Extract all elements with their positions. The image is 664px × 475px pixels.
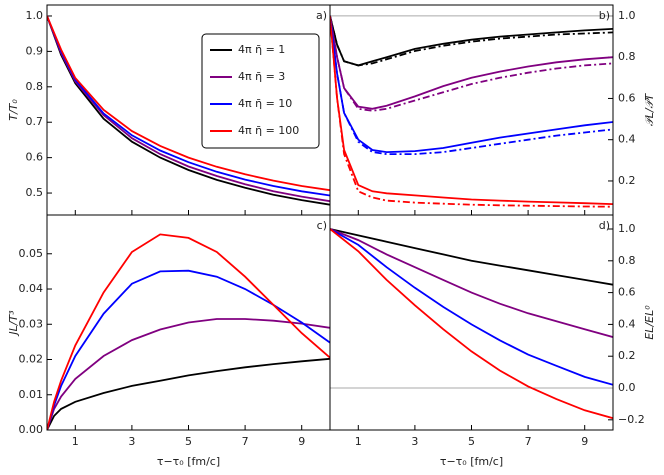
y-axis-label: EL/EL⁰ (643, 305, 656, 340)
panel-label: c) (317, 219, 327, 232)
data-line (330, 15, 613, 112)
y-tick-label: 0.01 (19, 388, 44, 401)
data-line (330, 15, 613, 205)
y-tick-label: 0.9 (26, 44, 44, 57)
legend-label: 4π η̄ = 100 (238, 124, 299, 137)
y-tick-label: 0.0 (618, 381, 636, 394)
panel-label: d) (599, 219, 610, 232)
data-line (47, 15, 330, 192)
data-line (47, 357, 330, 430)
data-line (47, 318, 330, 430)
y-axis-label: JL/T³ (7, 310, 20, 337)
data-line (47, 269, 330, 430)
y-tick-label: 0.8 (618, 50, 636, 63)
data-line (47, 233, 330, 430)
data-line (330, 15, 613, 67)
y-tick-label: 0.6 (618, 286, 636, 299)
data-line (330, 15, 613, 155)
y-tick-label: 0.8 (26, 80, 44, 93)
panel-label: a) (316, 9, 327, 22)
legend-label: 4π η̄ = 1 (238, 43, 285, 56)
x-tick-label: 9 (581, 435, 588, 448)
y-tick-label: 0.8 (618, 254, 636, 267)
y-tick-label: 0.04 (19, 282, 44, 295)
y-tick-label: 0.7 (26, 115, 44, 128)
x-tick-label: 3 (128, 435, 135, 448)
data-line (330, 228, 613, 386)
x-tick-label: 7 (242, 435, 249, 448)
y-axis-label: 𝒫L/𝒫T (643, 93, 656, 127)
data-line (330, 15, 613, 154)
y-tick-label: 1.0 (618, 222, 636, 235)
x-axis-label: τ−τ₀ [fm/c] (440, 455, 503, 468)
y-tick-label: 0.00 (19, 423, 44, 436)
legend-label: 4π η̄ = 10 (238, 97, 292, 110)
x-tick-label: 5 (468, 435, 475, 448)
legend-box (201, 33, 320, 149)
x-tick-label: 5 (185, 435, 192, 448)
y-tick-label: 0.6 (618, 91, 636, 104)
legend-label: 4π η̄ = 3 (238, 70, 285, 83)
y-tick-label: 0.6 (26, 151, 44, 164)
x-tick-label: 9 (298, 435, 305, 448)
y-tick-label: 0.4 (618, 317, 636, 330)
y-tick-label: −0.2 (618, 413, 645, 426)
data-line (330, 15, 613, 110)
data-line (330, 228, 613, 338)
data-line (330, 228, 613, 420)
y-tick-label: 0.05 (19, 247, 44, 260)
y-tick-label: 0.2 (618, 174, 636, 187)
data-line (330, 15, 613, 208)
panel-label: b) (599, 9, 610, 22)
y-tick-label: 0.2 (618, 349, 636, 362)
y-tick-label: 0.5 (26, 186, 44, 199)
y-tick-label: 1.0 (618, 9, 636, 22)
y-axis-label: T/T₀ (7, 99, 20, 121)
y-tick-label: 0.03 (19, 317, 44, 330)
y-tick-label: 1.0 (26, 9, 44, 22)
y-tick-label: 0.4 (618, 133, 636, 146)
x-tick-label: 7 (525, 435, 532, 448)
x-axis-label: τ−τ₀ [fm/c] (157, 455, 220, 468)
x-tick-label: 3 (411, 435, 418, 448)
x-tick-label: 1 (355, 435, 362, 448)
data-line (330, 228, 613, 286)
y-tick-label: 0.02 (19, 353, 44, 366)
x-tick-label: 1 (72, 435, 79, 448)
data-line (330, 15, 613, 67)
